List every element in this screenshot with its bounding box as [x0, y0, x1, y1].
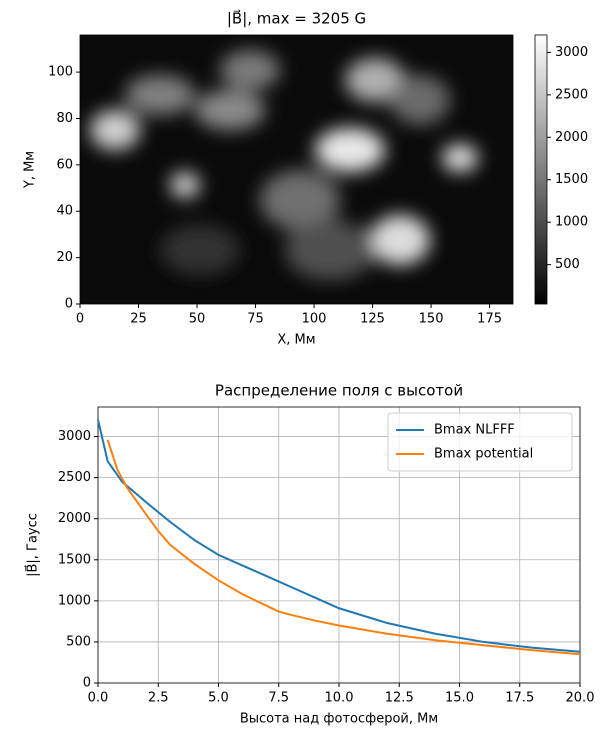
x-tick-label: 5.0: [208, 691, 229, 706]
plot-frame: [79, 34, 514, 305]
y-axis-label: Y, Мм: [23, 151, 38, 189]
y-tick-label: 80: [56, 111, 73, 126]
colorbar-tick-label: 2500: [555, 87, 588, 102]
x-tick-label: 25: [130, 312, 147, 327]
colorbar-tick-label: 3000: [555, 45, 588, 60]
x-tick-label: 10.0: [325, 691, 354, 706]
legend: [387, 412, 573, 472]
x-axis-label: Высота над фотосферой, Мм: [240, 712, 438, 727]
y-tick-label: 60: [56, 157, 73, 172]
colorbar: [534, 34, 548, 305]
colorbar-tick-label: 1000: [555, 215, 588, 230]
x-tick-label: 50: [189, 312, 206, 327]
colorbar-tick-label: 1500: [555, 172, 588, 187]
x-tick-label: 0: [76, 312, 84, 327]
x-tick-label: 15.0: [445, 691, 474, 706]
x-tick-label: 100: [302, 312, 327, 327]
x-tick-label: 125: [360, 312, 385, 327]
x-tick-label: 2.5: [148, 691, 169, 706]
y-tick-label: 1000: [58, 593, 91, 608]
x-tick-label: 75: [247, 312, 264, 327]
y-tick-label: 500: [66, 634, 91, 649]
x-tick-label: 20.0: [566, 691, 595, 706]
legend-label: Bmax potential: [434, 447, 533, 462]
y-tick-label: 20: [56, 250, 73, 265]
x-axis-label: X, Мм: [277, 333, 315, 348]
x-tick-label: 12.5: [385, 691, 414, 706]
y-tick-label: 0: [83, 676, 91, 691]
line: [106, 439, 581, 656]
colorbar-tick-label: 2000: [555, 130, 588, 145]
plot-frame: [97, 406, 581, 684]
x-tick-label: 0.0: [88, 691, 109, 706]
y-tick-label: 2500: [58, 470, 91, 485]
legend-label: Bmax NLFFF: [434, 423, 515, 438]
x-tick-label: 150: [419, 312, 444, 327]
line: [97, 419, 581, 653]
y-tick-label: 3000: [58, 429, 91, 444]
magnetogram-texture: [90, 50, 478, 280]
y-tick-label: 2000: [58, 511, 91, 526]
chart-title: |B⃗|, max = 3205 G: [227, 9, 366, 28]
y-axis-label: |B⃗|, Гаусс: [24, 513, 40, 577]
x-tick-label: 175: [477, 312, 502, 327]
y-tick-label: 1500: [58, 552, 91, 567]
x-tick-label: 17.5: [505, 691, 534, 706]
chart-title: Распределение поля с высотой: [215, 382, 463, 400]
y-tick-label: 0: [65, 297, 73, 312]
y-tick-label: 40: [56, 204, 73, 219]
colorbar-tick-label: 500: [555, 257, 580, 272]
x-tick-label: 7.5: [268, 691, 289, 706]
y-tick-label: 100: [48, 65, 73, 80]
